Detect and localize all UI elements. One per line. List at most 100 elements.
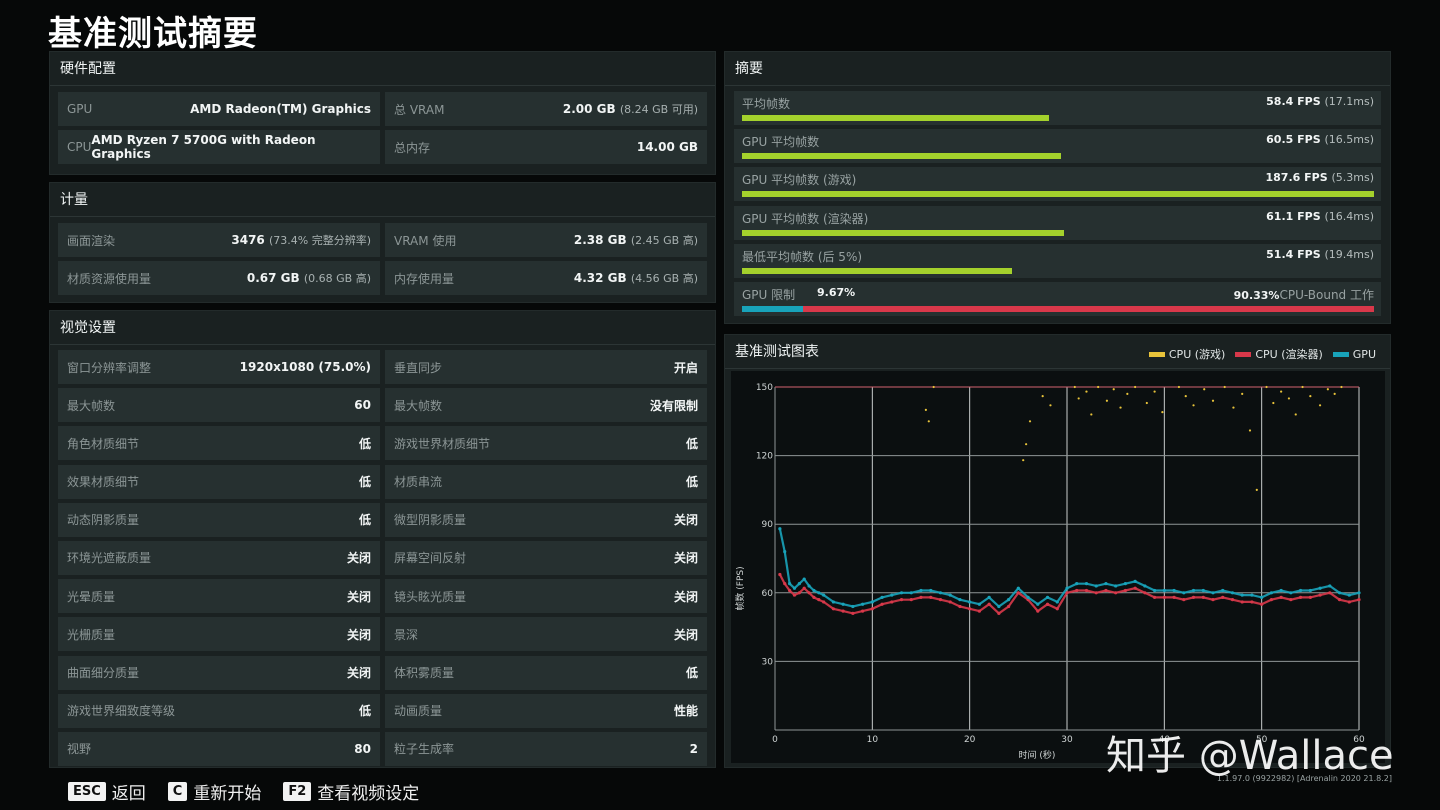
series-point-1 xyxy=(817,598,821,602)
setting-value: 低 xyxy=(359,435,371,452)
setting-value-text: 关闭 xyxy=(673,551,698,566)
series-point-1 xyxy=(812,595,816,599)
chart-plot-background xyxy=(731,371,1385,763)
series-point-1 xyxy=(1201,595,1205,599)
legend-swatch xyxy=(1148,351,1165,357)
summary-fps: 187.6 FPS xyxy=(1265,171,1328,185)
setting-label: 视野 xyxy=(67,742,92,757)
key-action: 查看视频设定 xyxy=(317,784,420,804)
setting-value: 4.32 GB (4.56 GB 高) xyxy=(574,270,698,286)
key-cap: F2 xyxy=(283,782,312,801)
cpu-game-point xyxy=(1340,385,1343,389)
series-point-2 xyxy=(929,588,933,593)
legend-item: CPU (游戏) xyxy=(1148,346,1225,362)
series-point-2 xyxy=(817,591,821,595)
series-point-2 xyxy=(1123,582,1127,586)
cpu-game-point xyxy=(1255,488,1258,491)
setting-label: 角色材质细节 xyxy=(67,436,140,451)
setting-value-text: 关闭 xyxy=(673,627,698,642)
series-point-2 xyxy=(1055,600,1059,604)
series-point-2 xyxy=(938,591,943,595)
series-point-2 xyxy=(797,582,801,586)
key-cap: ESC xyxy=(68,782,106,801)
setting-subvalue: (8.24 GB 可用) xyxy=(619,103,698,116)
series-point-1 xyxy=(797,591,801,595)
setting-value: 低 xyxy=(686,473,698,490)
summary-row: GPU 平均帧数 60.5 FPS (16.5ms) xyxy=(734,129,1381,164)
series-point-1 xyxy=(788,588,792,593)
key-hint-f2[interactable]: F2 查看视频设定 xyxy=(283,779,419,804)
summary-ms: (19.4ms) xyxy=(1324,247,1374,261)
series-point-1 xyxy=(1269,598,1273,602)
cpu-game-point xyxy=(1177,385,1181,389)
cpu-game-point xyxy=(1280,390,1283,393)
legend-swatch xyxy=(1235,351,1252,357)
series-point-2 xyxy=(851,604,855,609)
summary-row: GPU 平均帧数 (游戏) 187.6 FPS (5.3ms) xyxy=(734,167,1381,202)
series-point-2 xyxy=(1153,588,1157,593)
chart-legend: CPU (游戏) CPU (渲染器) GPU xyxy=(1148,346,1376,362)
series-point-1 xyxy=(1045,602,1050,606)
setting-cell: 动态阴影质量 低 xyxy=(58,502,380,537)
legend-label: CPU (渲染器) xyxy=(1255,348,1323,361)
cpu-game-point xyxy=(1184,395,1187,398)
cpu-game-point xyxy=(1028,420,1032,423)
series-point-2 xyxy=(1230,591,1235,595)
summary-value: 61.1 FPS (16.4ms) xyxy=(1266,210,1374,223)
cpu-game-point xyxy=(1248,429,1252,432)
key-hint-c[interactable]: C 重新开始 xyxy=(167,779,261,804)
cpu-game-point xyxy=(1211,399,1215,402)
cpu-game-point xyxy=(1301,385,1304,389)
series-point-2 xyxy=(778,527,782,531)
cpu-game-point xyxy=(1203,388,1206,391)
setting-value-text: 低 xyxy=(358,513,371,528)
series-point-1 xyxy=(997,611,1001,615)
setting-value: 关闭 xyxy=(347,626,371,643)
legend-item: CPU (渲染器) xyxy=(1235,346,1323,362)
series-point-1 xyxy=(929,595,933,599)
series-point-2 xyxy=(1328,584,1332,588)
setting-value: 3476 (73.4% 完整分辨率) xyxy=(231,232,371,248)
series-point-1 xyxy=(1328,591,1332,595)
summary-label: 最低平均帧数 (后 5%) xyxy=(742,249,863,264)
cpu-game-point xyxy=(1112,388,1115,391)
setting-label: 游戏世界材质细节 xyxy=(394,436,491,451)
cpu-game-point xyxy=(1326,388,1329,391)
benchmark-chart: 0 10 20 30 40 50 60 30 60 90 120 150 时间 (秒) 帧数 (FPS) xyxy=(731,371,1385,763)
setting-value-text: 60 xyxy=(354,398,371,413)
footer-key-hints: ESC 返回 C 重新开始 F2 查看视频设定 xyxy=(68,779,427,804)
setting-cell: 动画质量 性能 xyxy=(385,693,707,728)
cpu-percent: 90.33% xyxy=(1233,289,1280,302)
version-text: 1.1.97.0 (9922982) [Adrenalin 2020 21.8.… xyxy=(1216,774,1392,783)
series-point-2 xyxy=(831,600,835,604)
summary-panel: 摘要 平均帧数 58.4 FPS (17.1ms) GPU 平均帧数 60.5 FPS… xyxy=(724,51,1391,324)
cpu-game-point xyxy=(1041,395,1044,398)
series-point-2 xyxy=(1357,591,1361,595)
key-hint-esc[interactable]: ESC 返回 xyxy=(68,779,146,804)
setting-label: VRAM 使用 xyxy=(394,233,457,248)
series-point-2 xyxy=(1182,591,1186,595)
series-point-1 xyxy=(1279,595,1283,599)
setting-value-text: 关闭 xyxy=(346,551,371,566)
setting-value: 2.38 GB (2.45 GB 高) xyxy=(574,232,698,248)
cpu-game-point xyxy=(1126,392,1129,395)
series-point-2 xyxy=(987,595,991,599)
series-point-1 xyxy=(1123,588,1127,593)
setting-label: 最大帧数 xyxy=(67,398,116,413)
summary-label: GPU 平均帧数 (渲染器) xyxy=(742,211,869,226)
series-point-1 xyxy=(822,600,826,604)
series-point-1 xyxy=(1065,591,1069,595)
setting-cell: 屏幕空间反射 关闭 xyxy=(385,540,707,575)
key-action: 返回 xyxy=(111,784,146,804)
fps-bar xyxy=(742,229,1064,236)
setting-label: 总 VRAM xyxy=(394,102,445,117)
cpu-game-point xyxy=(1232,406,1235,409)
cpu-game-point xyxy=(1049,404,1052,407)
series-point-1 xyxy=(919,595,923,599)
setting-value: 关闭 xyxy=(674,549,698,566)
setting-value: AMD Radeon(TM) Graphics xyxy=(190,102,371,116)
setting-label: 屏幕空间反射 xyxy=(394,551,467,566)
setting-value-text: 低 xyxy=(685,475,698,490)
series-point-1 xyxy=(1250,600,1254,604)
setting-label: 材质串流 xyxy=(394,475,443,490)
